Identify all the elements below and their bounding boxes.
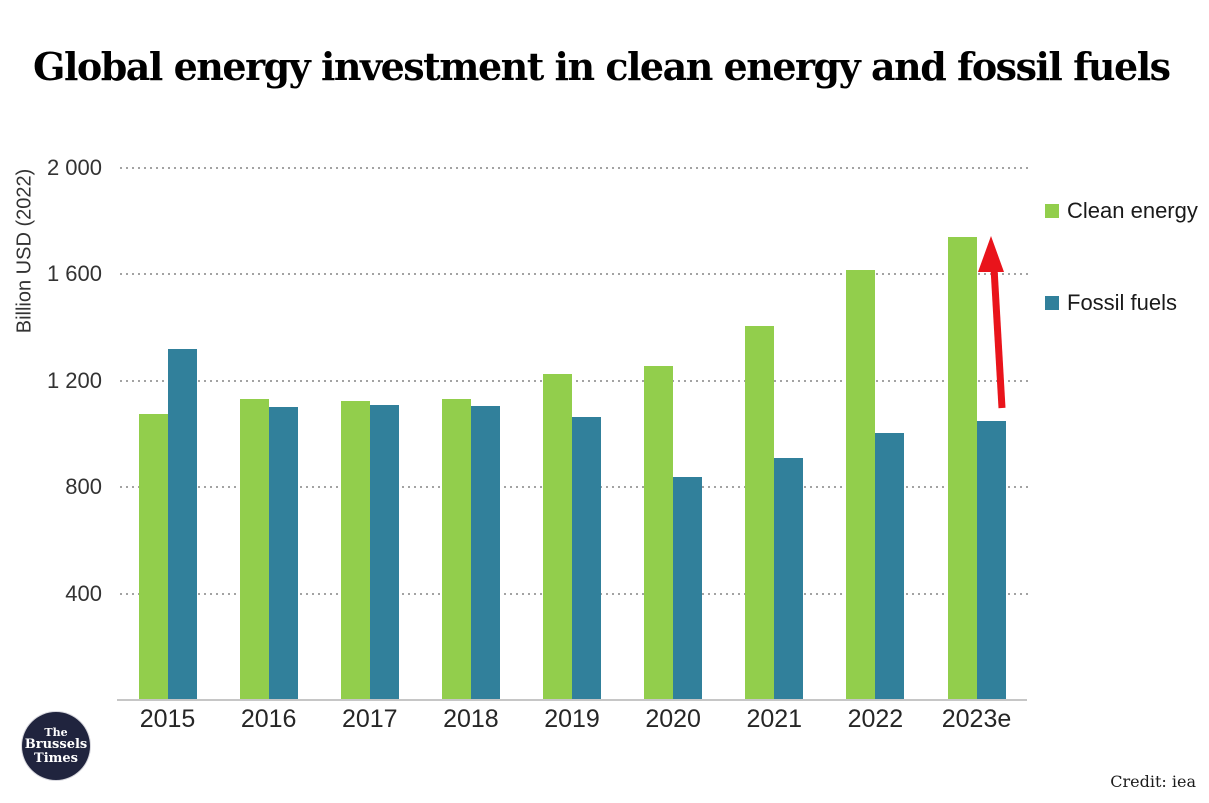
bar-fossil-fuels-2018 [470,406,500,700]
x-tick-label-2017: 2017 [341,705,398,733]
x-tick-label-2019: 2019 [544,705,600,733]
up-arrow-icon [978,236,1006,409]
x-tick-label-2022: 2022 [847,705,904,733]
bar-fossil-fuels-2020 [673,477,703,700]
bar-clean-energy-2015 [138,414,168,700]
legend-item-fossil-fuels: Fossil fuels [1045,290,1177,316]
bar-clean-energy-2016 [239,399,269,700]
bar-clean-energy-2023e [947,237,977,700]
bar-fossil-fuels-2015 [167,349,197,700]
gridline-1200 [120,379,1030,382]
x-tick-label-2021: 2021 [746,705,803,733]
bar-fossil-fuels-2022 [875,433,905,700]
gridline-2000 [120,167,1030,169]
legend-swatch-fossil-fuels-icon [1045,296,1059,310]
x-axis-line [117,699,1027,701]
legend-label-fossil-fuels: Fossil fuels [1067,290,1178,315]
bar-fossil-fuels-2016 [268,407,298,700]
plot-area [120,167,1030,700]
legend-label-clean-energy: Clean energy [1067,198,1198,223]
bar-fossil-fuels-2017 [369,405,399,700]
credit-text: Credit: iea [1110,772,1196,791]
legend-item-clean-energy: Clean energy [1045,198,1198,224]
bar-clean-energy-2018 [441,399,471,700]
y-tick-label-1600: 1 600 [46,261,102,287]
bar-clean-energy-2021 [745,326,775,700]
bar-fossil-fuels-2021 [774,458,804,700]
y-tick-label-1200: 1 200 [46,367,102,393]
brussels-times-logo: The Brussels Times [22,712,90,780]
logo-text-brussels: Brussels [24,737,88,753]
y-axis-title: Billion USD (2022) [13,168,36,334]
x-tick-label-2015: 2015 [139,705,196,733]
y-tick-label-2000: 2 000 [46,155,102,180]
x-tick-label-2016: 2016 [240,705,297,733]
bar-clean-energy-2017 [340,401,370,700]
chart-title: Global energy investment in clean energy… [33,44,1171,89]
bar-clean-energy-2022 [846,270,876,700]
y-tick-label-400: 400 [65,580,102,606]
logo-text-times: Times [34,750,78,766]
x-tick-label-2023e: 2023e [941,705,1012,733]
bar-fossil-fuels-2019 [572,417,601,700]
logo-text-the: The [44,725,68,739]
x-tick-label-2020: 2020 [645,705,701,733]
gridline-1600 [120,273,1030,276]
legend-swatch-clean-energy-icon [1045,204,1059,218]
bar-fossil-fuels-2023e [976,421,1006,700]
bar-clean-energy-2019 [543,374,572,700]
x-tick-label-2018: 2018 [443,705,499,733]
y-tick-label-800: 800 [65,474,102,500]
bar-clean-energy-2020 [644,366,674,700]
